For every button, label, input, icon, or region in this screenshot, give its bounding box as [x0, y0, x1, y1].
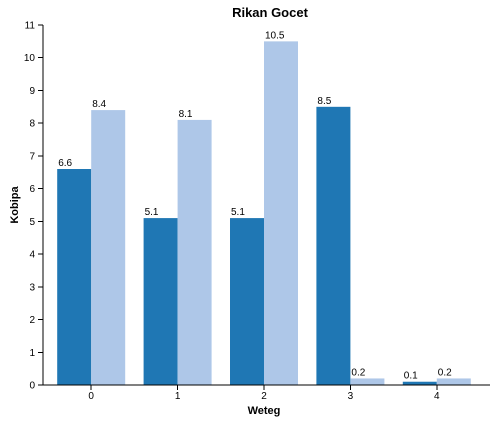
data-label: 8.1 — [179, 109, 193, 120]
y-tick-label: 5 — [29, 217, 35, 228]
data-label: 0.1 — [404, 371, 418, 382]
data-label: 5.1 — [231, 207, 245, 218]
x-tick-label: 3 — [348, 391, 354, 402]
bar-series-2 — [177, 119, 212, 385]
bar-series-1 — [57, 169, 92, 385]
data-label: 0.2 — [351, 367, 365, 378]
bar-series-1 — [143, 218, 178, 385]
y-tick-label: 1 — [29, 348, 35, 359]
y-tick-label: 10 — [24, 53, 36, 64]
data-label: 8.4 — [92, 99, 106, 110]
y-tick-label: 7 — [29, 151, 35, 162]
bar-series-1 — [402, 381, 437, 385]
bar-series-2 — [264, 41, 298, 385]
data-labels-group: 6.6 8.4 5.1 8.1 5.1 10.5 8.5 0.2 0.1 0.2 — [58, 30, 452, 381]
x-axis-title: Weteg — [248, 405, 281, 417]
x-tick-label: 2 — [261, 391, 267, 402]
data-label: 6.6 — [58, 158, 72, 169]
bar-series-2 — [91, 110, 126, 385]
y-tick-label: 3 — [29, 282, 35, 293]
x-tick-label: 1 — [175, 391, 181, 402]
data-label: 8.5 — [317, 96, 331, 107]
y-tick-label: 9 — [29, 86, 35, 97]
data-label: 10.5 — [265, 30, 285, 41]
bars-group — [57, 41, 471, 386]
y-tick-label: 11 — [25, 21, 36, 32]
y-axis: 0 1 2 3 4 5 6 7 8 9 10 11 — [24, 21, 44, 392]
x-tick-label: 0 — [88, 391, 94, 402]
x-axis: 0 1 2 3 4 — [43, 384, 490, 402]
bar-series-1 — [316, 106, 351, 386]
bar-series-1 — [230, 218, 264, 385]
y-tick-label: 6 — [29, 184, 35, 195]
y-tick-label: 2 — [29, 315, 35, 326]
y-axis-title: Kobipa — [9, 185, 21, 223]
y-tick-label: 8 — [29, 119, 35, 130]
chart-title: Rikan Gocet — [232, 5, 309, 20]
x-tick-label: 4 — [434, 391, 440, 402]
data-label: 5.1 — [145, 207, 159, 218]
data-label: 0.2 — [438, 367, 452, 378]
bar-series-2 — [350, 378, 385, 385]
bar-series-2 — [436, 378, 471, 385]
y-tick-label: 4 — [29, 250, 35, 261]
y-tick-label: 0 — [29, 381, 35, 392]
